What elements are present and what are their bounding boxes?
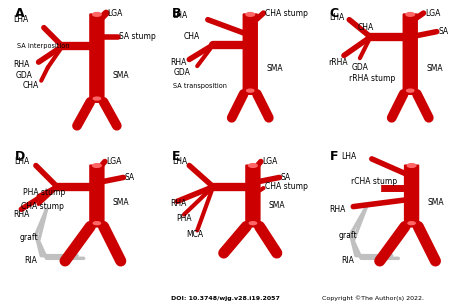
Text: LHA: LHA <box>172 157 187 166</box>
Text: SA transposition: SA transposition <box>173 83 227 89</box>
Text: rRHA stump: rRHA stump <box>349 74 395 82</box>
Text: graft: graft <box>338 231 357 240</box>
Text: SA: SA <box>281 173 291 182</box>
Text: LGA: LGA <box>108 8 123 18</box>
Text: graft: graft <box>20 233 39 241</box>
Text: SMA: SMA <box>266 64 283 73</box>
Text: RHA: RHA <box>13 210 30 219</box>
Text: RIA: RIA <box>24 256 37 265</box>
Ellipse shape <box>248 164 257 167</box>
Text: LHA: LHA <box>172 11 187 20</box>
Text: GDA: GDA <box>352 63 369 72</box>
Text: LHA: LHA <box>13 15 28 24</box>
Text: DOI: 10.3748/wjg.v28.i19.2057: DOI: 10.3748/wjg.v28.i19.2057 <box>171 296 280 301</box>
FancyBboxPatch shape <box>89 165 105 228</box>
Text: SA stump: SA stump <box>119 32 156 42</box>
FancyBboxPatch shape <box>89 13 105 103</box>
Text: SA: SA <box>125 173 135 182</box>
FancyBboxPatch shape <box>402 13 418 95</box>
Text: PHA: PHA <box>176 214 191 223</box>
Text: LHA: LHA <box>341 152 356 161</box>
Text: rCHA stump: rCHA stump <box>351 177 397 186</box>
FancyBboxPatch shape <box>404 165 419 228</box>
Text: PHA stump: PHA stump <box>23 188 65 197</box>
Text: F: F <box>329 150 338 163</box>
Text: E: E <box>172 150 181 163</box>
Ellipse shape <box>246 12 255 16</box>
Ellipse shape <box>92 164 101 167</box>
Text: SMA: SMA <box>426 64 443 73</box>
Text: LGA: LGA <box>262 157 278 166</box>
Ellipse shape <box>407 164 416 167</box>
Text: Copyright ©The Author(s) 2022.: Copyright ©The Author(s) 2022. <box>322 296 424 301</box>
Text: SA interposition: SA interposition <box>18 43 70 49</box>
Text: SMA: SMA <box>428 198 444 207</box>
Text: A: A <box>15 7 24 20</box>
Text: RHA: RHA <box>13 60 30 69</box>
Text: SMA: SMA <box>113 71 129 80</box>
FancyBboxPatch shape <box>243 13 258 95</box>
Text: CHA stump: CHA stump <box>21 202 64 211</box>
Text: rRHA: rRHA <box>328 58 348 67</box>
Text: GDA: GDA <box>16 71 33 80</box>
Ellipse shape <box>93 97 100 100</box>
Text: CHA stump: CHA stump <box>265 8 308 18</box>
Text: SA: SA <box>438 27 448 36</box>
Text: LHA: LHA <box>329 12 345 22</box>
Text: RHA: RHA <box>329 205 346 214</box>
Ellipse shape <box>92 12 101 16</box>
Ellipse shape <box>249 222 256 225</box>
Text: C: C <box>329 7 338 20</box>
Text: RIA: RIA <box>341 256 354 265</box>
Text: SMA: SMA <box>113 198 129 207</box>
Text: GDA: GDA <box>173 68 190 77</box>
Text: B: B <box>172 7 182 20</box>
Ellipse shape <box>93 222 100 225</box>
Text: CHA: CHA <box>23 82 39 91</box>
Text: RHA: RHA <box>171 199 187 208</box>
Text: D: D <box>15 150 25 163</box>
Ellipse shape <box>407 89 414 92</box>
Ellipse shape <box>408 222 415 225</box>
Text: CHA stump: CHA stump <box>265 182 308 191</box>
Text: CHA: CHA <box>357 23 374 32</box>
Text: LHA: LHA <box>15 157 30 166</box>
Text: RHA: RHA <box>171 58 187 67</box>
Text: LGA: LGA <box>425 8 440 18</box>
Text: LGA: LGA <box>106 157 121 166</box>
Text: MCA: MCA <box>187 230 204 239</box>
Text: SMA: SMA <box>269 201 285 210</box>
Ellipse shape <box>406 12 415 16</box>
FancyBboxPatch shape <box>245 165 261 228</box>
Text: CHA: CHA <box>184 32 200 42</box>
Ellipse shape <box>246 89 254 92</box>
